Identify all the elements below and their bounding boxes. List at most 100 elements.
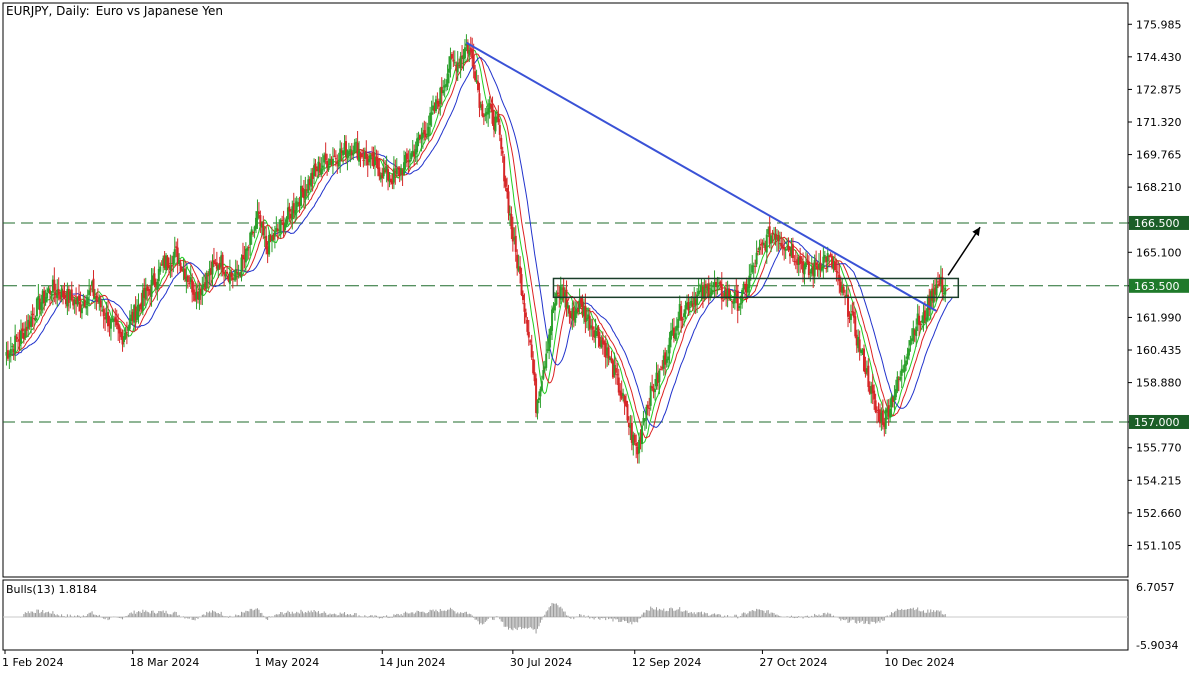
candle-body-204	[300, 185, 303, 206]
candle-body-488	[712, 285, 715, 288]
y-tick-label-11: 158.880	[1136, 377, 1182, 390]
candle-body-269	[394, 171, 397, 173]
level-badge-1	[1129, 278, 1189, 293]
candle-body-323	[472, 55, 475, 70]
candle-body-129	[191, 279, 194, 293]
candle-body-477	[696, 294, 699, 305]
candle-body-361	[527, 331, 530, 338]
candle-body-271	[397, 167, 400, 169]
candle-body-61	[92, 278, 95, 297]
candle-body-404	[590, 325, 593, 328]
candle-body-153	[226, 271, 229, 274]
candle-body-32	[50, 294, 53, 296]
indicator-pane-frame	[2, 579, 1129, 651]
candle-body-27	[43, 290, 46, 304]
candle-body-88	[131, 311, 134, 321]
y-tick-label-0: 175.985	[1136, 18, 1182, 31]
candle-body-422	[616, 374, 619, 376]
candle-body-23	[37, 296, 40, 300]
candle-body-275	[403, 162, 406, 175]
candle-body-206	[302, 189, 305, 199]
candle-body-505	[736, 290, 739, 311]
candle-body-429	[626, 404, 629, 421]
candle-body-15	[25, 326, 28, 331]
candle-body-523	[762, 242, 765, 246]
candle-body-479	[699, 290, 702, 293]
candle-body-590	[860, 349, 863, 353]
candle-body-623	[907, 348, 910, 356]
candle-body-452	[659, 369, 662, 371]
candle-body-344	[503, 156, 506, 182]
level-label-0: 166.500	[1134, 217, 1180, 230]
candle-body-232	[340, 150, 343, 153]
candle-body-631	[919, 323, 922, 325]
candle-body-241	[353, 142, 356, 153]
candle-body-500	[729, 298, 732, 300]
candle-body-128	[189, 277, 192, 283]
candle-body-292	[427, 126, 430, 137]
candle-body-458	[668, 337, 671, 354]
candle-body-238	[349, 149, 352, 156]
candle-body-286	[418, 135, 421, 140]
candle-body-112	[166, 256, 169, 267]
candle-body-442	[645, 406, 648, 420]
candle-body-157	[231, 277, 234, 280]
candle-body-258	[378, 167, 381, 177]
candle-body-498	[726, 289, 729, 298]
candle-body-436	[636, 446, 639, 455]
candle-body-237	[347, 153, 350, 155]
candle-body-178	[262, 221, 265, 236]
candle-body-156	[230, 272, 233, 277]
x-tick-label-3: 14 Jun 2024	[379, 656, 445, 669]
candle-body-64	[96, 299, 99, 303]
candle-body-252	[369, 154, 372, 160]
candle-body-565	[823, 254, 826, 259]
candle-body-98	[146, 286, 149, 291]
candle-body-187	[275, 228, 278, 232]
candle-body-26	[41, 290, 44, 304]
candle-body-242	[355, 141, 358, 143]
candle-body-586	[854, 316, 857, 337]
candle-body-325	[475, 80, 478, 83]
candle-body-118	[175, 246, 178, 248]
candle-body-46	[70, 289, 73, 301]
candle-body-371	[542, 370, 545, 379]
candle-body-595	[867, 365, 870, 387]
candle-body-136	[201, 285, 204, 296]
candle-body-580	[845, 294, 848, 297]
candle-body-107	[159, 266, 162, 272]
candle-body-251	[368, 158, 371, 163]
candle-body-264	[387, 169, 390, 181]
y-tick-label-16: 151.105	[1136, 539, 1182, 552]
candle-body-310	[453, 62, 456, 64]
indicator-name: Bulls(13)	[6, 583, 55, 596]
candle-body-646	[941, 276, 944, 293]
candle-body-583	[849, 313, 852, 320]
candle-body-134	[198, 291, 201, 300]
y-tick-label-7: 165.100	[1136, 246, 1182, 259]
candle-body-535	[780, 242, 783, 247]
candle-body-96	[143, 287, 146, 298]
candle-body-9	[17, 340, 20, 342]
candle-body-579	[844, 295, 847, 297]
candle-body-567	[826, 253, 829, 262]
candle-body-392	[572, 307, 575, 321]
candle-body-184	[270, 236, 273, 242]
candle-body-420	[613, 365, 616, 375]
candle-body-399	[582, 307, 585, 317]
candle-body-87	[130, 314, 133, 322]
candle-body-484	[706, 286, 709, 291]
candle-body-48	[73, 299, 76, 305]
candle-body-532	[775, 237, 778, 240]
candle-body-483	[704, 284, 707, 288]
candle-body-221	[324, 153, 327, 161]
candle-body-326	[477, 81, 480, 91]
candle-body-45	[69, 291, 72, 301]
candle-body-236	[346, 150, 349, 158]
candle-body-99	[147, 289, 150, 291]
candle-body-144	[212, 260, 215, 264]
candle-body-346	[506, 187, 509, 192]
candle-body-213	[313, 165, 316, 177]
candle-body-366	[535, 378, 538, 413]
